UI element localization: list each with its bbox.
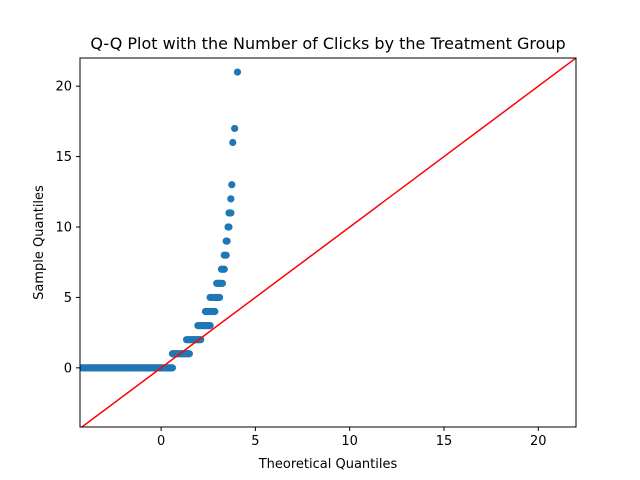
data-point (233, 68, 242, 76)
chart-title: Q-Q Plot with the Number of Clicks by th… (90, 34, 565, 53)
y-tick-label: 0 (64, 361, 72, 376)
plot-area (80, 58, 576, 427)
data-point (185, 350, 193, 358)
data-point (222, 251, 230, 259)
x-tick-label: 0 (157, 434, 165, 449)
data-point (223, 237, 231, 245)
data-point (215, 293, 224, 302)
data-point (206, 322, 214, 330)
data-point (228, 181, 236, 189)
plot-clip-group (80, 58, 576, 427)
x-tick-label: 15 (436, 434, 453, 449)
data-point (211, 307, 219, 316)
data-point (220, 265, 228, 273)
data-point (197, 336, 205, 344)
data-point (168, 364, 177, 372)
y-tick-label: 10 (55, 221, 72, 236)
data-point (218, 279, 226, 287)
axes-frame (79, 57, 577, 428)
data-point (227, 209, 235, 217)
y-tick-label: 20 (55, 80, 72, 95)
y-tick-label: 5 (64, 291, 72, 306)
axes: 0 5 10 15 20 0 5 10 15 20 (55, 80, 546, 449)
reference-line (80, 58, 576, 427)
x-axis-label: Theoretical Quantiles (258, 457, 398, 472)
data-point (227, 195, 235, 203)
x-tick-label: 20 (530, 434, 547, 449)
x-tick-label: 10 (341, 434, 358, 449)
data-point (231, 124, 239, 133)
x-tick-label: 5 (251, 434, 259, 449)
data-point (229, 138, 237, 147)
data-point (225, 223, 233, 231)
y-tick-label: 15 (55, 150, 72, 165)
y-axis-label: Sample Quantiles (32, 185, 47, 300)
